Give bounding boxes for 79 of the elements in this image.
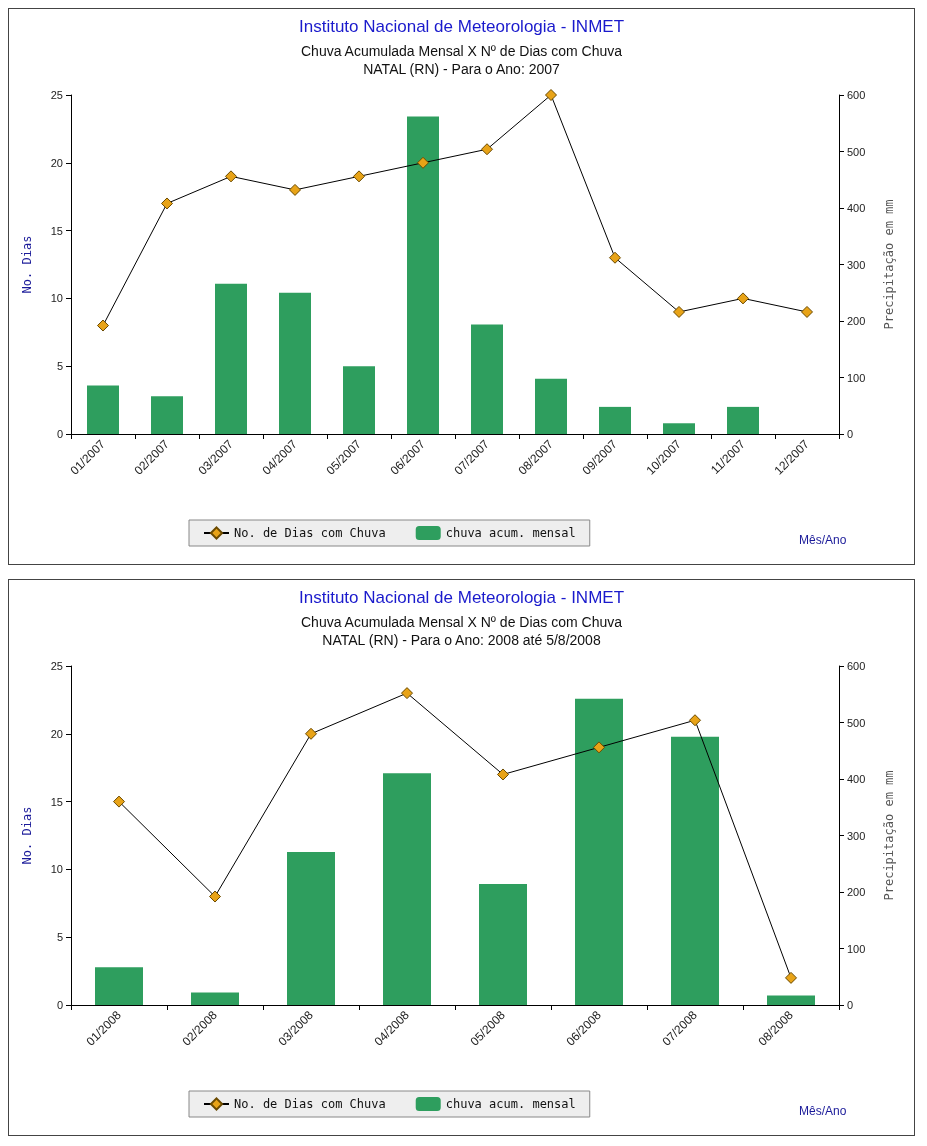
y2-tick-label: 600 [847,660,866,672]
y-tick-label: 15 [50,795,63,808]
bar [767,995,815,1005]
bar [599,406,631,434]
bar [287,851,335,1005]
y-tick-label: 10 [50,863,63,876]
point [497,768,509,781]
legend-label: chuva acum. mensal [445,526,576,540]
chart-subtitle: Chuva Acumulada Mensal X Nº de Dias com Chuva NATAL (RN) - Para o Ano: 2008 até 5/8/2008 [300,614,623,648]
y2-tick-label: 200 [847,315,866,327]
bar [151,396,183,434]
point [161,197,173,210]
y2-tick-label: 200 [847,886,866,898]
point [737,292,749,305]
y2-tick-label: 600 [847,89,866,101]
y-tick-label: 5 [56,931,63,944]
bar [471,324,503,434]
point [609,251,621,264]
bar [95,967,143,1005]
bar [663,423,695,434]
y-tick-label: 10 [50,292,63,305]
point [417,156,429,169]
y2-tick-label: 400 [847,202,866,214]
y-tick-label: 5 [56,360,63,373]
bar [191,992,239,1005]
bar [575,698,623,1005]
legend-label: chuva acum. mensal [445,1097,576,1111]
point [545,89,557,101]
y-tick-label: 25 [50,660,63,672]
bar [407,116,439,434]
point [209,890,221,903]
x-axis-title: Mês/Ano [799,533,847,547]
point [593,741,605,754]
bar [671,736,719,1005]
bar [87,385,119,434]
y2-tick-label: 0 [847,428,854,440]
point [481,143,493,156]
legend-label: No. de Dias com Chuva [234,526,386,540]
y2-tick-label: 300 [847,829,866,842]
chart-subtitle: Chuva Acumulada Mensal X Nº de Dias com Chuva NATAL (RN) - Para o Ano: 2007 [300,43,623,77]
bar [215,283,247,434]
y-tick-label: 20 [50,156,63,169]
y-tick-label: 20 [50,727,63,740]
chart-title: Instituto Nacional de Meteorologia - INMET [298,17,625,36]
y2-tick-label: 300 [847,258,866,271]
y2-tick-label: 500 [847,716,866,729]
bar [479,884,527,1005]
point [689,714,701,727]
y2-tick-label: 400 [847,773,866,785]
bar [535,378,567,434]
point [305,727,317,740]
bar [727,406,759,434]
y2-tick-label: 100 [847,371,866,384]
point [225,170,237,183]
y-tick-label: 25 [50,89,63,101]
y-axis-title: No. Dias [20,235,34,294]
point [673,305,685,318]
y2-axis-title: Precipitação em mm [882,770,896,901]
point [97,319,109,332]
y-axis-title: No. Dias [20,806,34,865]
point [785,971,797,984]
bar [279,292,311,434]
point [113,795,125,808]
point [801,305,813,318]
bar [343,366,375,434]
y2-tick-label: 100 [847,942,866,955]
legend-label: No. de Dias com Chuva [234,1097,386,1111]
point [401,687,413,700]
y2-axis-title: Precipitação em mm [882,199,896,330]
bar [383,773,431,1005]
y2-tick-label: 500 [847,145,866,158]
point [353,170,365,183]
chart-title: Instituto Nacional de Meteorologia - INMET [298,588,625,607]
y-tick-label: 0 [56,999,63,1011]
x-axis-title: Mês/Ano [799,1104,847,1118]
y-tick-label: 0 [56,428,63,440]
y2-tick-label: 0 [847,999,854,1011]
y-tick-label: 15 [50,224,63,237]
point [289,183,301,196]
